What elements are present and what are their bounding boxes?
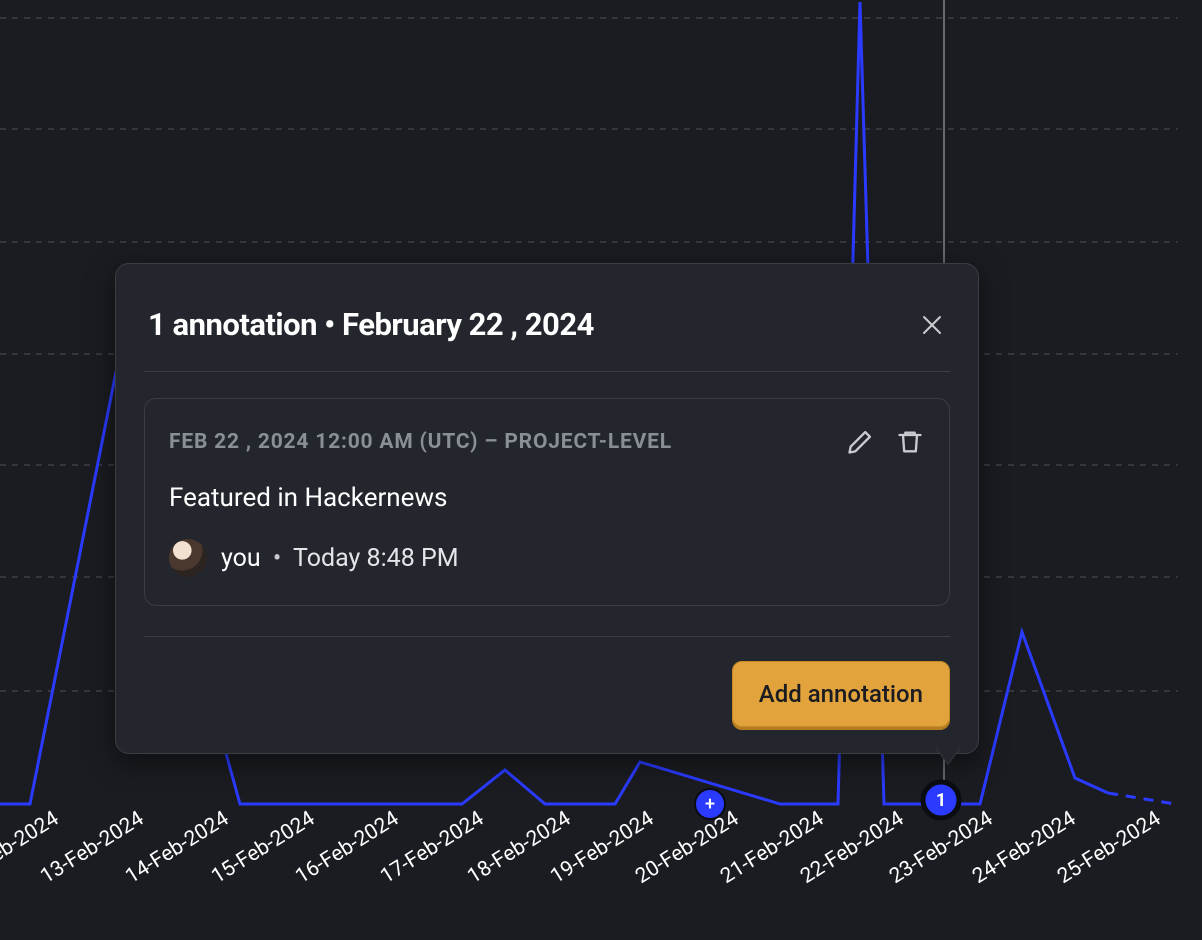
popover-header: 1 annotation • February 22 , 2024 <box>144 264 950 372</box>
author-timestamp: Today 8:48 PM <box>293 544 459 573</box>
popover-title: 1 annotation • February 22 , 2024 <box>148 306 594 343</box>
annotation-author-row: you • Today 8:48 PM <box>169 539 925 577</box>
trash-icon <box>896 428 924 456</box>
annotation-card: FEB 22 , 2024 12:00 AM (UTC) – PROJECT-L… <box>144 398 950 606</box>
annotation-text: Featured in Hackernews <box>169 483 925 513</box>
edit-button[interactable] <box>845 427 875 457</box>
chart-series-forecast <box>1108 793 1175 804</box>
pencil-icon <box>846 428 874 456</box>
annotation-meta: FEB 22 , 2024 12:00 AM (UTC) – PROJECT-L… <box>169 430 672 454</box>
annotation-count-marker[interactable]: 1 <box>923 782 959 818</box>
annotation-author-text: you • Today 8:48 PM <box>221 544 459 573</box>
avatar <box>169 539 207 577</box>
close-button[interactable] <box>918 311 946 339</box>
popover-pointer <box>936 748 960 764</box>
add-annotation-button[interactable]: Add annotation <box>732 661 950 727</box>
svg-text:+: + <box>705 794 715 815</box>
close-icon <box>920 313 944 337</box>
delete-button[interactable] <box>895 427 925 457</box>
svg-text:1: 1 <box>936 790 946 811</box>
add-annotation-marker[interactable]: + <box>695 789 725 819</box>
popover-footer: Add annotation <box>144 636 950 753</box>
author-name: you <box>221 544 261 573</box>
annotation-card-top: FEB 22 , 2024 12:00 AM (UTC) – PROJECT-L… <box>169 427 925 457</box>
author-separator: • <box>267 544 287 573</box>
annotation-popover: 1 annotation • February 22 , 2024 FEB 22… <box>115 263 979 754</box>
annotation-actions <box>845 427 925 457</box>
